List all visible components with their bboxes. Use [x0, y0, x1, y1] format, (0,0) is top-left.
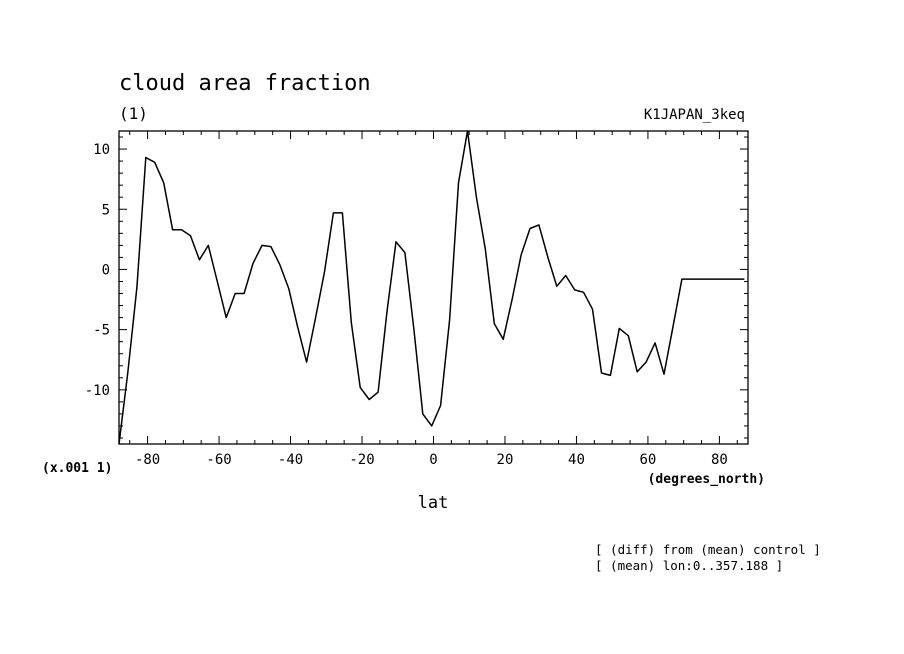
x-tick-label: 0 [429, 452, 437, 468]
y-tick-label: 0 [102, 262, 110, 278]
x-tick-label: 20 [497, 452, 514, 468]
x-tick-label: -40 [278, 452, 303, 468]
plot-frame [118, 130, 749, 445]
x-units-label: (degrees_north) [648, 472, 765, 487]
x-tick-label: 60 [640, 452, 657, 468]
note-mean: [ (mean) lon:0..357.188 ] [595, 558, 783, 573]
units-label: (1) [119, 104, 148, 123]
series-line [118, 130, 745, 445]
run-label: K1JAPAN_3keq [644, 107, 745, 123]
y-tick-label: -10 [85, 383, 110, 399]
x-tick-labels: -80 -60 -40 -20 0 20 40 60 80 [135, 452, 728, 468]
x-tick-label: -60 [206, 452, 231, 468]
y-tick-label: 10 [93, 142, 110, 158]
note-diff: [ (diff) from (mean) control ] [595, 542, 821, 557]
y-tick-label: -5 [93, 323, 110, 339]
x-tick-label: -20 [349, 452, 374, 468]
y-scale-note: (x.001 1) [42, 461, 112, 476]
x-axis-label: lat [418, 493, 449, 513]
y-tick-label: 5 [102, 202, 110, 218]
axis-ticks [119, 131, 748, 444]
chart-title: cloud area fraction [119, 71, 371, 96]
x-tick-label: -80 [135, 452, 160, 468]
y-tick-labels: -10 -5 0 5 10 [85, 142, 110, 399]
x-tick-label: 40 [568, 452, 585, 468]
x-tick-label: 80 [711, 452, 728, 468]
